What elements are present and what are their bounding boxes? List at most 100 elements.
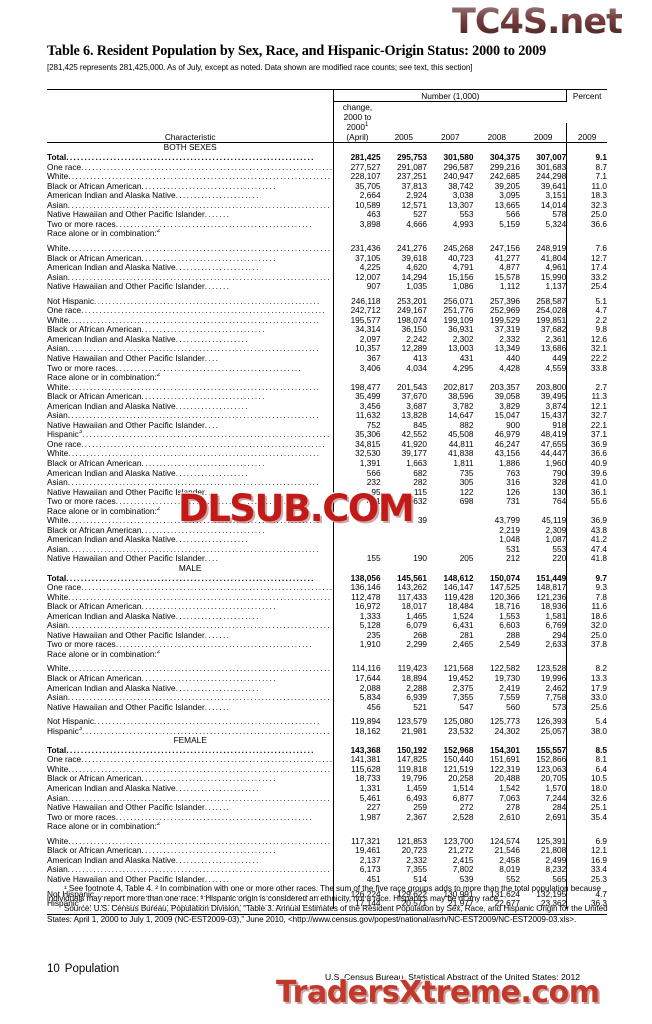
cell-percent-change: 11.3 xyxy=(566,392,607,402)
cell-value: 132,195 xyxy=(536,888,567,899)
cell-value: 281 xyxy=(459,629,474,640)
row-label: Native Hawaiian and Other Pacific Island… xyxy=(47,487,205,497)
row-label: Native Hawaiian and Other Pacific Island… xyxy=(47,420,205,430)
cell-value: 20,488 xyxy=(494,773,521,784)
cell-value xyxy=(520,650,567,660)
cell-value: 150,074 xyxy=(490,572,521,583)
cell-value: 20,723 xyxy=(401,845,428,856)
table-row: Race alone or in combination:2 xyxy=(47,229,607,239)
cell-percent-change: 5.4 xyxy=(566,717,607,727)
leader-dots: .................................. xyxy=(141,525,266,535)
row-label: Asian xyxy=(47,865,68,875)
row-spacer xyxy=(47,831,607,837)
table-row: Hispanic3 ..............................… xyxy=(47,430,607,440)
cell-percent-change: 6.4 xyxy=(566,764,607,775)
cell-value: 34,314 xyxy=(333,325,381,335)
row-label: Hispanic xyxy=(47,899,79,909)
table-row: Native Hawaiian and Other Pacific Island… xyxy=(47,873,607,885)
cell-percent-change: 17.9 xyxy=(566,683,607,694)
cell-value: 126,224 xyxy=(333,889,381,900)
cell-value: 35,499 xyxy=(333,392,381,402)
cell-value: 491 xyxy=(333,497,381,507)
cell-value: 7,244 xyxy=(545,792,567,803)
table-row: Asian ..................................… xyxy=(47,478,607,488)
cell-value: 152,866 xyxy=(536,754,567,765)
leader-dots: ........................................… xyxy=(67,793,331,803)
cell-value xyxy=(427,507,473,517)
cell-value: 918 xyxy=(552,419,567,430)
cell-value: 1,087 xyxy=(545,534,567,545)
row-label: Black or African American xyxy=(47,325,142,335)
header-percent-l1: Percent xyxy=(572,91,602,101)
row-label: One race xyxy=(47,439,82,449)
table-row: Black or African American ..............… xyxy=(47,773,607,785)
cell-percent-change xyxy=(566,649,607,660)
section-caption: FEMALE xyxy=(173,735,207,746)
cell-value: 37,670 xyxy=(401,391,428,402)
cell-value: 1,086 xyxy=(452,281,474,292)
leader-dots: .................................. xyxy=(141,392,266,402)
row-label: Asian xyxy=(47,621,68,631)
cell-value: 3,038 xyxy=(452,190,474,201)
row-label: White xyxy=(47,836,69,846)
leader-dots: ........................................… xyxy=(68,764,332,774)
cell-value: 13,686 xyxy=(540,343,567,354)
cell-value: 367 xyxy=(333,353,381,364)
cell-value: 514 xyxy=(413,873,428,884)
cell-value: 131,624 xyxy=(490,888,521,899)
cell-value xyxy=(333,373,381,383)
row-label: American Indian and Alaska Native xyxy=(47,683,176,693)
cell-percent-change: 32.7 xyxy=(566,411,607,421)
table-row: White ..................................… xyxy=(47,664,607,675)
row-label: White xyxy=(47,516,69,526)
cell-percent-change: 36.9 xyxy=(566,516,607,526)
cell-value: 147,825 xyxy=(397,754,428,765)
cell-value: 2,415 xyxy=(452,854,474,865)
section-caption-spacer xyxy=(380,142,428,154)
cell-value: 14,294 xyxy=(401,271,428,282)
cell-value: 2,610 xyxy=(499,811,521,822)
cell-value: 1,112 xyxy=(499,281,521,292)
row-label: Asian xyxy=(47,411,68,421)
cell-value: 2,361 xyxy=(545,333,567,344)
table-row: Native Hawaiian and Other Pacific Island… xyxy=(47,702,607,713)
footnote-source: Source: U.S. Census Bureau, Population D… xyxy=(47,904,608,924)
cell-value: 35,306 xyxy=(333,430,381,440)
cell-value: 6,173 xyxy=(333,865,381,875)
table-row: American Indian and Alaska Native ......… xyxy=(47,783,607,794)
cell-value: 24,302 xyxy=(494,725,521,736)
table-row: Black or African American ..............… xyxy=(47,602,607,612)
cell-value: 241,276 xyxy=(397,242,428,253)
cell-value: 121,519 xyxy=(443,763,474,774)
cell-value: 2,309 xyxy=(545,524,567,535)
leader-dots: ........................................… xyxy=(68,382,321,392)
cell-value: 148,612 xyxy=(443,572,474,583)
cell-value: 4,559 xyxy=(545,362,567,373)
row-label: Black or African American xyxy=(47,602,142,612)
cell-value: 1,542 xyxy=(499,783,521,794)
cell-value: 6,877 xyxy=(452,792,474,803)
cell-value: 296,587 xyxy=(443,161,474,172)
cell-percent-change xyxy=(566,229,607,239)
row-label: American Indian and Alaska Native xyxy=(47,855,176,865)
row-label: Native Hawaiian and Other Pacific Island… xyxy=(47,554,205,564)
cell-value: 301,683 xyxy=(536,161,567,172)
cell-value: 5,128 xyxy=(333,621,381,631)
table-row: One race ...............................… xyxy=(47,306,607,316)
row-label: Black or African American xyxy=(47,674,142,684)
cell-value xyxy=(333,525,381,536)
table-row: Hispanic3 ..............................… xyxy=(47,725,607,737)
cell-value: 2,367 xyxy=(406,811,428,822)
cell-percent-change: 25.3 xyxy=(566,874,607,885)
footnotes: ¹ See footnote 4, Table 4. ² In combinat… xyxy=(47,884,609,925)
cell-value xyxy=(381,650,427,660)
cell-value: 6,079 xyxy=(406,620,428,631)
table-row: White ..................................… xyxy=(47,315,607,326)
row-label: Asian xyxy=(47,693,68,703)
headnote: [281,425 represents 281,425,000. As of J… xyxy=(47,62,473,72)
cell-value: 449 xyxy=(552,352,567,363)
table-row: Race alone or in combination:2 xyxy=(47,822,607,832)
page-number: 10 xyxy=(47,963,60,975)
cell-value: 291,087 xyxy=(397,161,428,172)
header-col-2005: 2005 xyxy=(394,131,414,142)
